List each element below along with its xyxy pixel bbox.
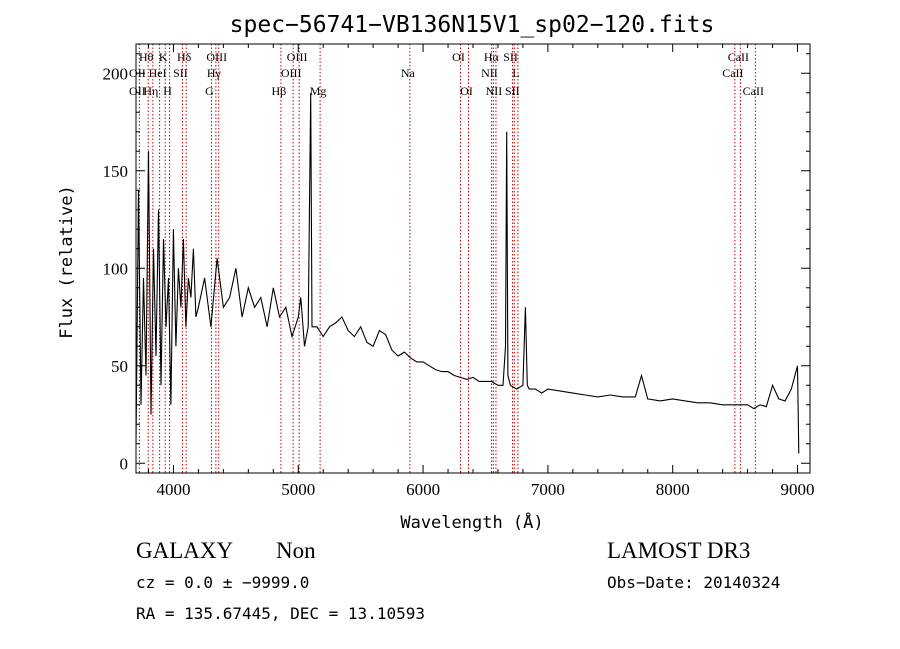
line-label: Hθ xyxy=(139,50,154,64)
line-label: SII xyxy=(173,66,188,80)
line-label: Hδ xyxy=(177,50,192,64)
y-tick-label: 100 xyxy=(103,259,129,278)
emission-line-markers xyxy=(138,44,756,473)
redshift-cz: cz = 0.0 ± −9999.0 xyxy=(136,573,310,592)
emission-line-labels: OIIHθOIIHηHeIKHSIIHδGOIIIHγHβOIIIOIIIMgN… xyxy=(129,50,764,98)
line-label: G xyxy=(205,84,214,98)
line-label: SII xyxy=(503,50,518,64)
y-tick-label: 0 xyxy=(120,454,129,473)
line-label: NII xyxy=(486,84,503,98)
line-label: OIII xyxy=(281,66,302,80)
x-tick-label: 7000 xyxy=(531,480,565,499)
y-tick-label: 50 xyxy=(111,357,128,376)
line-label: OIII xyxy=(206,50,227,64)
plot-frame xyxy=(135,43,811,474)
line-label: L xyxy=(512,66,519,80)
line-label: NII xyxy=(481,66,498,80)
line-label: OI xyxy=(452,50,465,64)
line-label: K xyxy=(159,50,168,64)
line-label: Mg xyxy=(310,84,327,98)
x-tick-label: 8000 xyxy=(656,480,690,499)
y-tick-label: 200 xyxy=(103,64,129,83)
line-label: H xyxy=(163,84,172,98)
line-label: OII xyxy=(129,84,146,98)
x-tick-label: 9000 xyxy=(781,480,815,499)
coordinates: RA = 135.67445, DEC = 13.10593 xyxy=(136,604,425,623)
x-tick-label: 5000 xyxy=(281,480,315,499)
chart-title: spec−56741−VB136N15V1_sp02−120.fits xyxy=(230,12,715,38)
x-tick-label: 6000 xyxy=(406,480,440,499)
line-label: HeI xyxy=(149,66,167,80)
line-label: Hβ xyxy=(272,84,287,98)
line-label: CaII xyxy=(728,50,749,64)
line-label: SII xyxy=(505,84,520,98)
line-label: Hα xyxy=(484,50,500,64)
line-label: Hγ xyxy=(207,66,222,80)
object-subclass: Non xyxy=(276,538,316,563)
line-label: Hη xyxy=(143,84,158,98)
line-label: CaII xyxy=(743,84,764,98)
survey-name: LAMOST DR3 xyxy=(607,538,751,563)
line-label: OI xyxy=(460,84,473,98)
axis-tick-labels: 4000 5000 6000 7000 8000 9000 0 50 100 150 200 xyxy=(103,64,815,499)
spectrum-line xyxy=(135,92,800,454)
x-tick-label: 4000 xyxy=(156,480,190,499)
line-label: OIII xyxy=(287,50,308,64)
axis-ticks xyxy=(136,44,810,473)
y-tick-label: 150 xyxy=(103,162,129,181)
y-axis-label: Flux (relative) xyxy=(57,185,77,339)
obs-date: Obs−Date: 20140324 xyxy=(607,573,781,592)
line-label: Na xyxy=(401,66,416,80)
line-label: CaII xyxy=(722,66,743,80)
object-class: GALAXY xyxy=(136,538,234,563)
x-axis-label: Wavelength (Å) xyxy=(400,511,543,533)
